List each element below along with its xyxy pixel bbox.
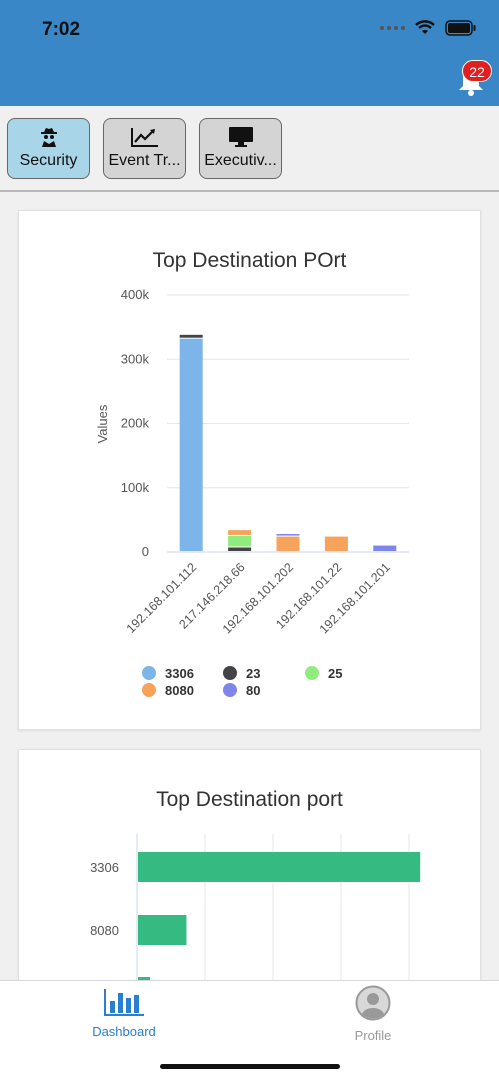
y-tick-label: 0 bbox=[142, 544, 149, 559]
bar[interactable] bbox=[138, 915, 187, 945]
legend-item[interactable]: 80 bbox=[223, 683, 260, 698]
bar-segment[interactable] bbox=[373, 545, 397, 551]
y-tick-label: 3306 bbox=[90, 860, 119, 875]
wifi-icon bbox=[415, 20, 435, 34]
legend-item[interactable]: 3306 bbox=[142, 666, 194, 681]
chart-title: Top Destination port bbox=[156, 788, 343, 811]
bar-segment[interactable] bbox=[324, 536, 348, 551]
footer-tab-label: Profile bbox=[354, 1028, 392, 1043]
status-time: 7:02 bbox=[42, 19, 81, 40]
stacked-bar-chart: 0100k200k300k400kValues192.168.101.11221… bbox=[95, 287, 409, 698]
chart-card-top-destination-port-horizontal: Top Destination port 3306 8080 bbox=[18, 749, 481, 1010]
bottom-tab-bar: Dashboard Profile bbox=[0, 980, 499, 1080]
bar-segment[interactable] bbox=[179, 338, 203, 551]
tab-executive[interactable]: Executiv... bbox=[199, 118, 282, 179]
y-tick-label: 8080 bbox=[90, 923, 119, 938]
legend-label: 23 bbox=[246, 666, 260, 681]
y-tick-label: 300k bbox=[121, 351, 150, 366]
notification-badge[interactable]: 22 bbox=[462, 60, 492, 82]
bar-segment[interactable] bbox=[228, 547, 252, 551]
y-axis-label: Values bbox=[95, 404, 110, 443]
footer-tab-label: Dashboard bbox=[92, 1024, 156, 1039]
status-indicators bbox=[380, 20, 477, 36]
legend-item[interactable]: 23 bbox=[223, 666, 260, 681]
spy-icon bbox=[40, 128, 57, 147]
legend-label: 3306 bbox=[165, 666, 194, 681]
legend-label: 25 bbox=[328, 666, 342, 681]
app-header: 7:02 22 bbox=[0, 0, 499, 106]
footer-tab-dashboard[interactable]: Dashboard bbox=[64, 985, 184, 1039]
legend-marker bbox=[223, 666, 237, 680]
dashboard-tabs: Security Event Tr... Executiv... bbox=[0, 106, 499, 192]
y-tick-label: 400k bbox=[121, 287, 150, 302]
bar-chart-icon bbox=[104, 989, 144, 1016]
tab-label: Event Tr... bbox=[108, 152, 181, 169]
bar-segment[interactable] bbox=[276, 534, 300, 536]
bar-segment[interactable] bbox=[228, 530, 252, 535]
tab-label: Security bbox=[19, 152, 78, 169]
chart-card-top-destination-port: Top Destination POrt 0 100k 200k 300k 400k Va… bbox=[18, 210, 481, 730]
battery-icon bbox=[445, 20, 476, 36]
tab-label: Executiv... bbox=[204, 152, 277, 169]
legend-label: 80 bbox=[246, 683, 260, 698]
home-indicator bbox=[160, 1064, 340, 1069]
cellular-signal-icon bbox=[380, 26, 405, 30]
user-icon bbox=[355, 985, 391, 1021]
footer-tab-profile[interactable]: Profile bbox=[313, 985, 433, 1043]
line-chart-icon bbox=[130, 128, 158, 147]
chart-title: Top Destination POrt bbox=[152, 249, 347, 272]
monitor-icon bbox=[228, 127, 253, 147]
y-tick-label: 200k bbox=[121, 416, 150, 431]
legend-item[interactable]: 25 bbox=[305, 666, 342, 681]
legend-marker bbox=[223, 683, 237, 697]
tab-event-trends[interactable]: Event Tr... bbox=[103, 118, 186, 179]
legend-label: 8080 bbox=[165, 683, 194, 698]
legend-marker bbox=[142, 683, 156, 697]
bar-segment[interactable] bbox=[228, 535, 252, 547]
bar-segment[interactable] bbox=[179, 334, 203, 338]
bar-segment[interactable] bbox=[276, 536, 300, 551]
horizontal-bar-chart: 3306 8080 bbox=[90, 834, 421, 1010]
tab-security[interactable]: Security bbox=[7, 118, 90, 179]
legend-item[interactable]: 8080 bbox=[142, 683, 194, 698]
bar[interactable] bbox=[138, 852, 421, 882]
y-tick-label: 100k bbox=[121, 480, 150, 495]
legend-marker bbox=[142, 666, 156, 680]
legend-marker bbox=[305, 666, 319, 680]
